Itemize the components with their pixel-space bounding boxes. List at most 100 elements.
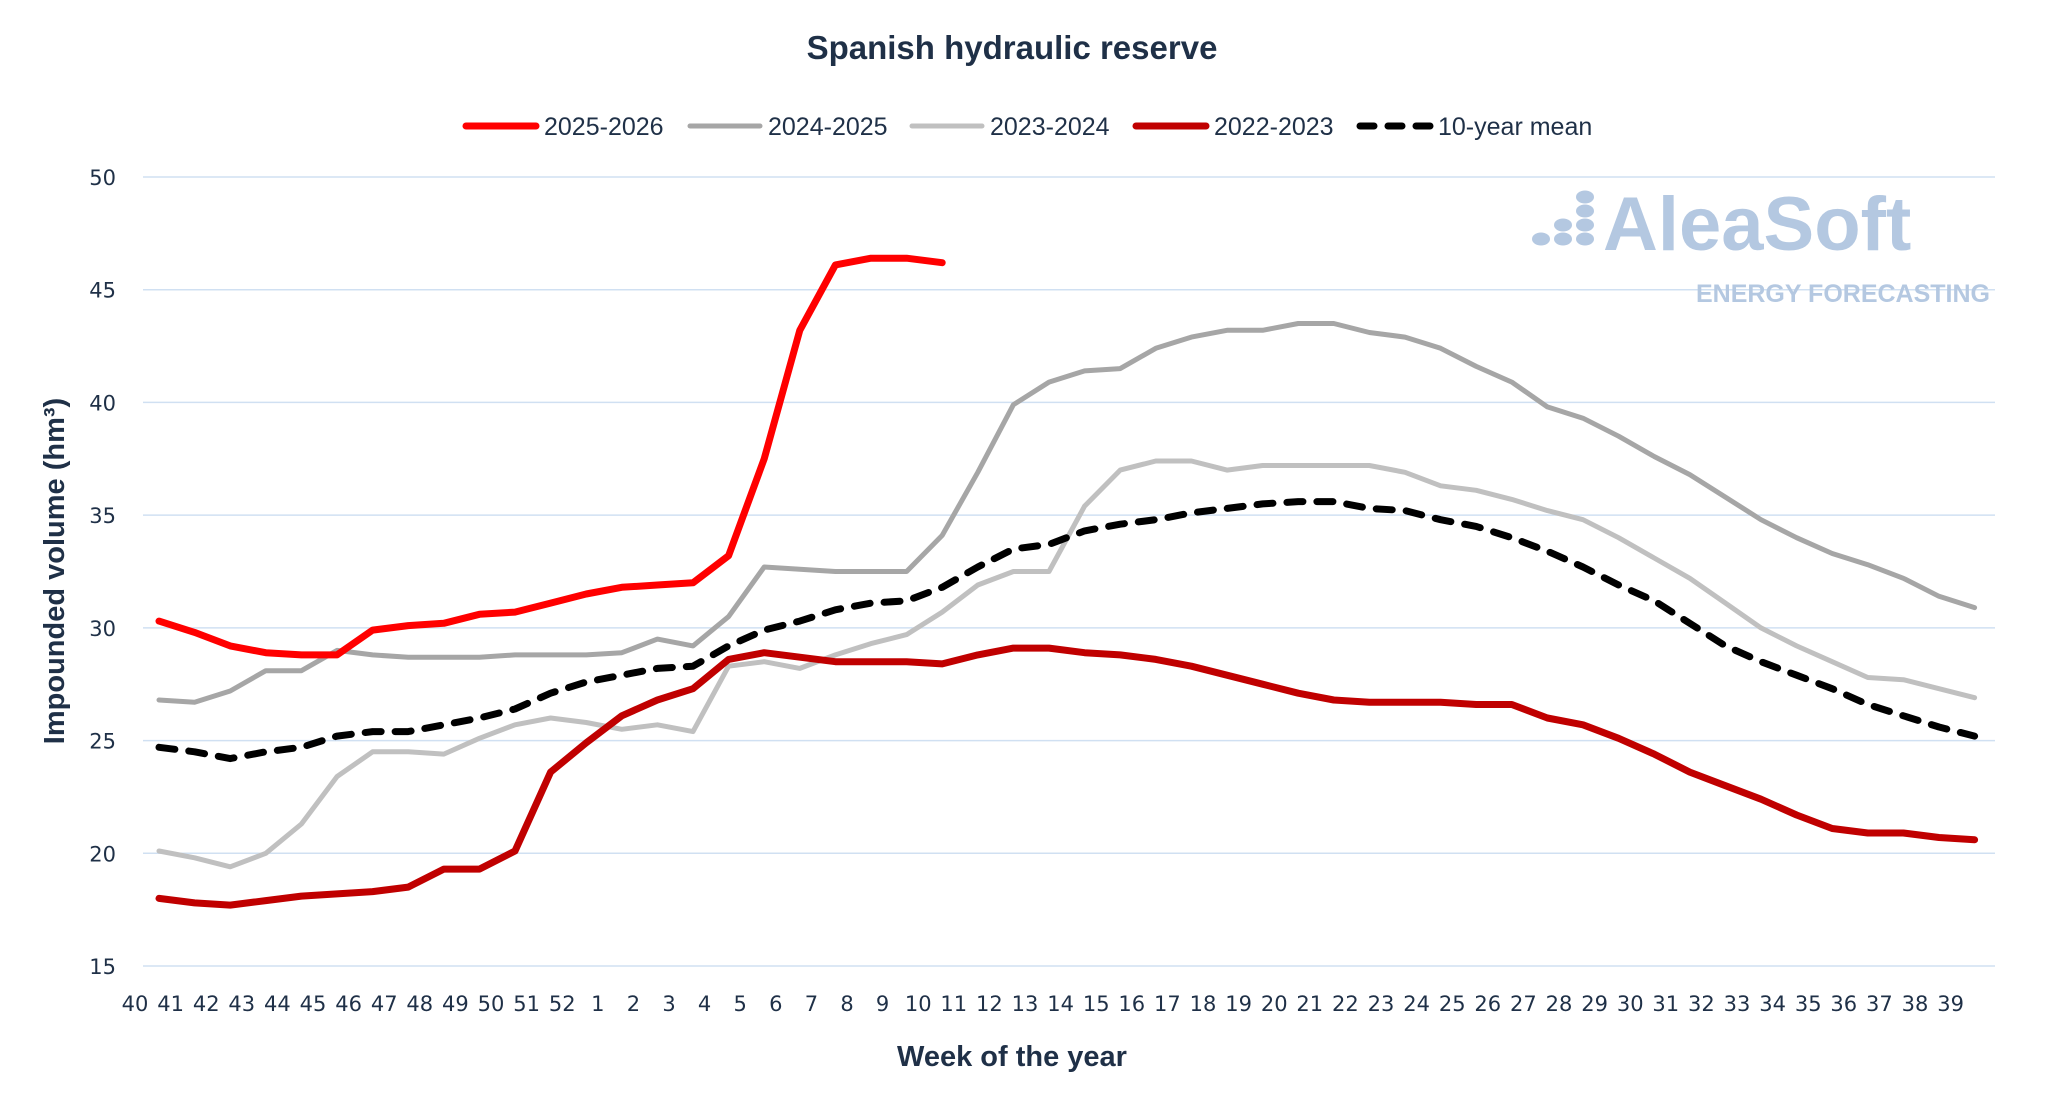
y-tick-label: 15 bbox=[89, 955, 116, 979]
x-tick-label: 9 bbox=[876, 992, 889, 1016]
x-tick-label: 26 bbox=[1474, 992, 1501, 1016]
x-tick-label: 5 bbox=[734, 992, 747, 1016]
legend-label: 2022-2023 bbox=[1214, 113, 1334, 141]
x-tick-label: 14 bbox=[1047, 992, 1074, 1016]
x-tick-label: 10 bbox=[905, 992, 932, 1016]
x-tick-label: 47 bbox=[371, 992, 398, 1016]
x-tick-label: 52 bbox=[549, 992, 576, 1016]
x-tick-label: 8 bbox=[840, 992, 853, 1016]
logo-dot bbox=[1532, 232, 1550, 246]
x-tick-label: 32 bbox=[1688, 992, 1715, 1016]
logo-dot bbox=[1576, 204, 1594, 218]
logo-dot bbox=[1554, 232, 1572, 246]
x-tick-label: 24 bbox=[1403, 992, 1430, 1016]
x-tick-label: 36 bbox=[1830, 992, 1857, 1016]
x-tick-label: 27 bbox=[1510, 992, 1537, 1016]
logo-dot bbox=[1554, 218, 1572, 232]
series-2025-2026 bbox=[155, 254, 946, 659]
x-tick-label: 22 bbox=[1332, 992, 1359, 1016]
x-tick-label: 20 bbox=[1261, 992, 1288, 1016]
watermark-brand: AleaSoft bbox=[1603, 182, 1911, 267]
series-line bbox=[156, 321, 1978, 705]
x-tick-label: 2 bbox=[627, 992, 640, 1016]
legend-label: 2024-2025 bbox=[768, 113, 888, 141]
y-axis-title: Impounded volume (hm³) bbox=[39, 398, 71, 744]
y-tick-label: 50 bbox=[89, 166, 116, 190]
x-tick-label: 16 bbox=[1118, 992, 1145, 1016]
legend-item: 2024-2025 bbox=[687, 113, 888, 141]
y-tick-label: 35 bbox=[89, 504, 116, 528]
x-tick-label: 7 bbox=[805, 992, 818, 1016]
x-tick-label: 34 bbox=[1759, 992, 1786, 1016]
x-tick-label: 37 bbox=[1866, 992, 1893, 1016]
x-tick-label: 30 bbox=[1617, 992, 1644, 1016]
x-tick-label: 1 bbox=[591, 992, 604, 1016]
y-tick-label: 20 bbox=[89, 842, 116, 866]
logo-dot bbox=[1576, 218, 1594, 232]
x-axis-title: Week of the year bbox=[897, 1041, 1127, 1073]
y-tick-label: 45 bbox=[89, 279, 116, 303]
legend-item: 2022-2023 bbox=[1132, 113, 1334, 141]
x-tick-label: 50 bbox=[478, 992, 505, 1016]
logo-dot bbox=[1576, 190, 1594, 204]
x-tick-label: 13 bbox=[1012, 992, 1039, 1016]
gridlines bbox=[143, 176, 1995, 967]
series-2023-2024 bbox=[156, 458, 1978, 870]
x-tick-label: 51 bbox=[513, 992, 540, 1016]
x-tick-label: 49 bbox=[442, 992, 469, 1016]
legend-item: 2025-2026 bbox=[462, 113, 664, 141]
x-tick-label: 33 bbox=[1724, 992, 1751, 1016]
x-tick-label: 45 bbox=[300, 992, 327, 1016]
series-10-year-mean bbox=[155, 498, 1979, 763]
x-tick-label: 43 bbox=[228, 992, 255, 1016]
x-tick-label: 15 bbox=[1083, 992, 1110, 1016]
x-tick-label: 48 bbox=[406, 992, 433, 1016]
legend-label: 2023-2024 bbox=[990, 113, 1110, 141]
legend-label: 2025-2026 bbox=[544, 113, 664, 141]
x-tick-label: 25 bbox=[1439, 992, 1466, 1016]
x-tick-label: 44 bbox=[264, 992, 291, 1016]
x-tick-label: 42 bbox=[193, 992, 220, 1016]
x-tick-label: 28 bbox=[1546, 992, 1573, 1016]
x-tick-label: 19 bbox=[1225, 992, 1252, 1016]
x-tick-label: 41 bbox=[157, 992, 184, 1016]
x-tick-label: 6 bbox=[769, 992, 782, 1016]
legend-item: 2023-2024 bbox=[909, 113, 1110, 141]
x-tick-label: 46 bbox=[335, 992, 362, 1016]
x-tick-label: 11 bbox=[940, 992, 967, 1016]
series-line bbox=[155, 254, 946, 659]
series-line bbox=[155, 644, 1979, 909]
x-tick-label: 29 bbox=[1581, 992, 1608, 1016]
chart-title: Spanish hydraulic reserve bbox=[807, 29, 1218, 66]
x-tick-label: 39 bbox=[1937, 992, 1964, 1016]
logo-dot bbox=[1576, 232, 1594, 246]
aleasoft-logo-dots-icon bbox=[1532, 190, 1594, 246]
x-tick-label: 4 bbox=[698, 992, 711, 1016]
x-tick-label: 3 bbox=[662, 992, 675, 1016]
legend-item: 10-year mean bbox=[1356, 113, 1592, 141]
x-tick-label: 35 bbox=[1795, 992, 1822, 1016]
series-line bbox=[155, 498, 1979, 763]
x-tick-label: 12 bbox=[976, 992, 1003, 1016]
x-tick-label: 40 bbox=[122, 992, 149, 1016]
x-tick-label: 38 bbox=[1902, 992, 1929, 1016]
y-tick-label: 30 bbox=[89, 617, 116, 641]
y-axis-ticks: 15 20 25 30 35 40 45 50 bbox=[89, 166, 116, 979]
legend: 2025-2026 2024-2025 2023-2024 2022-2023 10-y… bbox=[462, 113, 1592, 141]
x-tick-label: 23 bbox=[1368, 992, 1395, 1016]
y-tick-label: 25 bbox=[89, 730, 116, 754]
aleasoft-watermark: AleaSoft ENERGY FORECASTING bbox=[1532, 182, 1990, 308]
x-tick-label: 21 bbox=[1296, 992, 1323, 1016]
y-tick-label: 40 bbox=[89, 391, 116, 415]
series-2024-2025 bbox=[156, 321, 1978, 705]
x-tick-label: 17 bbox=[1154, 992, 1181, 1016]
watermark-tagline: ENERGY FORECASTING bbox=[1696, 280, 1990, 308]
series-lines bbox=[155, 254, 1979, 909]
x-tick-label: 18 bbox=[1190, 992, 1217, 1016]
series-line bbox=[156, 458, 1978, 870]
series-2022-2023 bbox=[155, 644, 1979, 909]
x-tick-label: 31 bbox=[1652, 992, 1679, 1016]
legend-label: 10-year mean bbox=[1438, 113, 1592, 141]
x-axis-ticks: 40 41 42 43 44 45 46 47 48 49 50 51 52 1 2 3 4 5 6 7 8 9 10 11 1… bbox=[122, 992, 1964, 1016]
